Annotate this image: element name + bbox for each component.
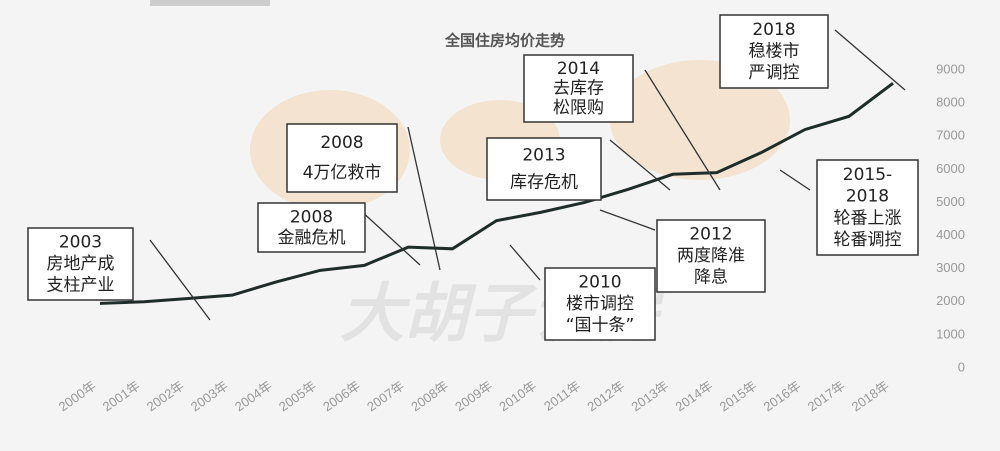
leader-line [407, 126, 441, 271]
annotation-box [27, 227, 134, 301]
y-tick-label: 7000 [936, 128, 965, 143]
y-tick-label: 8000 [936, 95, 965, 110]
x-tick-label: 2004年 [232, 378, 275, 414]
leader-line [609, 139, 671, 191]
annotation-box [286, 123, 398, 193]
y-tick-label: 5000 [936, 194, 965, 209]
annotation-text: 2018 [752, 20, 795, 40]
top-bar [150, 0, 270, 6]
annotation-box [523, 54, 634, 123]
annotation-text: “国十条” [566, 315, 635, 335]
y-tick-label: 1000 [936, 326, 965, 341]
annotation-box [544, 267, 656, 341]
x-tick-label: 2011年 [541, 378, 583, 414]
annotation-text: 2012 [689, 225, 732, 245]
x-tick-label: 2002年 [144, 378, 187, 414]
x-tick-label: 2000年 [56, 378, 99, 414]
annotation-box [816, 159, 919, 256]
annotation: 2013 库存危机 [486, 137, 671, 201]
annotation-text: 2003 [59, 233, 102, 253]
x-tick-label: 2013年 [628, 378, 671, 414]
annotation-text: 2010 [578, 273, 621, 293]
annotation-text: 库存危机 [510, 173, 578, 193]
annotation-box [257, 202, 366, 253]
annotation-text: 两度降准 [677, 246, 745, 266]
leader-line [359, 209, 421, 266]
chart-title: 全国住房均价走势 [444, 32, 565, 50]
line [99, 82, 894, 305]
x-tick-label: 2003年 [188, 378, 231, 414]
annotation: 2008 4万亿救市 [286, 123, 441, 271]
annotation-box [719, 14, 829, 89]
x-tick-label: 2007年 [364, 378, 407, 414]
y-tick-label: 3000 [936, 260, 965, 275]
annotation-text: 4万亿救市 [303, 163, 382, 183]
x-tick-label: 2017年 [805, 378, 848, 414]
x-tick-label: 2016年 [761, 378, 804, 414]
y-tick-label: 2000 [936, 293, 965, 308]
x-tick-label: 2005年 [276, 378, 319, 414]
annotation-text: 降息 [694, 267, 728, 287]
annotation-text: 轮番上涨 [834, 208, 902, 228]
annotation-text: 2013 [522, 146, 565, 166]
leader-line [644, 69, 721, 191]
annotation-text: 2008 [320, 133, 363, 153]
annotation-text: 轮番调控 [834, 230, 902, 250]
annotation-text: 2015- [843, 165, 892, 185]
y-tick-label: 6000 [936, 161, 965, 176]
annotation-text: 2008 [290, 207, 333, 227]
annotation-text: 2018 [846, 187, 889, 207]
y-tick-label: 4000 [936, 227, 965, 242]
x-tick-label: 2018年 [849, 378, 892, 414]
annotation-text: 去库存 [553, 79, 604, 99]
leader-line [834, 29, 906, 91]
x-tick-label: 2006年 [320, 378, 363, 414]
y-tick-label: 0 [958, 359, 965, 374]
x-tick-label: 2015年 [717, 378, 760, 414]
x-tick-label: 2008年 [408, 378, 451, 414]
leader-line [149, 239, 211, 321]
annotation-box [656, 219, 766, 293]
x-tick-label: 2012年 [584, 378, 627, 414]
annotation-text: 严调控 [749, 63, 800, 83]
x-tick-label: 2009年 [452, 378, 495, 414]
leader-line [509, 244, 541, 281]
annotation-box [486, 137, 602, 201]
annotation-text: 楼市调控 [566, 294, 634, 314]
x-tick-label: 2010年 [496, 378, 539, 414]
annotation-text: 支柱产业 [47, 275, 115, 295]
annotation-text: 松限购 [553, 98, 604, 118]
x-tick-label: 2014年 [673, 378, 716, 414]
annotation-text: 稳楼市 [749, 42, 800, 62]
x-tick-label: 2001年 [100, 378, 143, 414]
leader-line [599, 209, 656, 231]
annotation-text: 金融危机 [278, 228, 346, 248]
annotation-text: 2014 [557, 59, 600, 79]
leader-line [779, 169, 811, 191]
annotation-text: 房地产成 [47, 254, 115, 274]
y-tick-label: 9000 [936, 61, 965, 76]
